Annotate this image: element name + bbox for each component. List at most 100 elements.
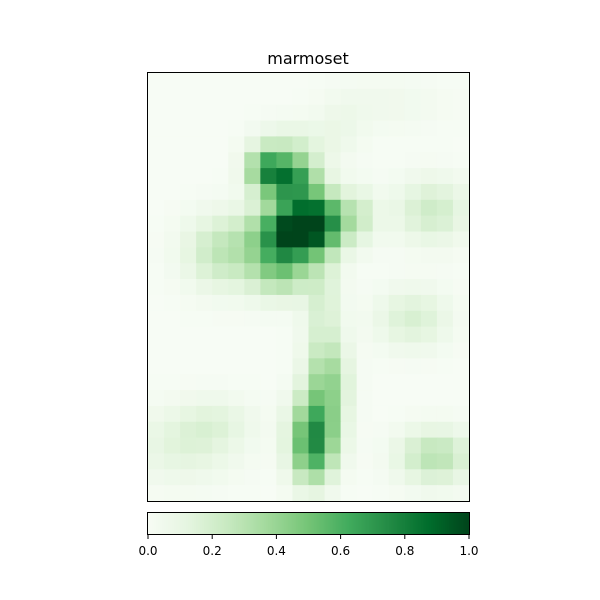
colorbar-step	[292, 513, 296, 534]
heatmap-cell	[452, 168, 470, 185]
heatmap-cell	[244, 342, 261, 359]
heatmap-cell	[356, 421, 374, 439]
heatmap-cell	[436, 88, 454, 106]
colorbar-step	[228, 513, 231, 534]
heatmap-cell	[436, 168, 454, 185]
heatmap-cell	[292, 247, 310, 264]
heatmap-cell	[212, 168, 229, 185]
colorbar-step	[448, 513, 452, 534]
heatmap-cell	[404, 136, 422, 153]
heatmap-cell	[308, 120, 326, 138]
heatmap-cell	[388, 183, 406, 201]
colorbar-step	[366, 513, 370, 534]
heatmap-cell	[324, 199, 342, 217]
colorbar-step	[320, 513, 324, 534]
heatmap-cell	[308, 310, 326, 328]
heatmap-cell	[372, 294, 390, 312]
heatmap-cell	[212, 136, 229, 153]
heatmap-cell	[404, 342, 422, 359]
heatmap-cell	[260, 358, 277, 375]
heatmap-cell	[340, 231, 358, 248]
heatmap-cell	[420, 183, 438, 201]
colorbar-step	[392, 513, 396, 534]
colorbar-step	[158, 513, 161, 534]
heatmap-cell	[388, 310, 406, 328]
heatmap-cell	[228, 421, 245, 439]
colorbar-step	[446, 513, 450, 534]
heatmap-cell	[388, 247, 406, 264]
heatmap-cell	[180, 215, 197, 233]
heatmap-cell	[164, 231, 181, 248]
colorbar-step	[306, 513, 310, 534]
heatmap-cell	[356, 453, 374, 470]
heatmap-cell	[308, 421, 326, 439]
heatmap-cell	[148, 294, 165, 312]
heatmap-cell	[180, 104, 197, 122]
colorbar-step	[404, 513, 408, 534]
heatmap-cell	[260, 183, 277, 201]
heatmap-cell	[452, 183, 470, 201]
heatmap-cell	[404, 231, 422, 248]
colorbar-axis: 0.0 0.2 0.4 0.6 0.8 1.0	[138, 535, 479, 558]
colorbar-step	[338, 513, 342, 534]
heatmap-cell	[228, 310, 245, 328]
heatmap-cell	[324, 437, 342, 455]
heatmap-cell	[404, 405, 422, 423]
heatmap-cell	[260, 215, 277, 233]
colorbar-step	[298, 513, 302, 534]
heatmap-cell	[308, 342, 326, 359]
heatmap-cell	[420, 120, 438, 138]
heatmap-cell	[324, 152, 342, 169]
heatmap-cell	[420, 199, 438, 217]
heatmap-cell	[292, 342, 310, 359]
colorbar-step	[396, 513, 400, 534]
heatmap-cell	[324, 231, 342, 248]
heatmap-cell	[308, 485, 326, 502]
heatmap-cell	[372, 310, 390, 328]
heatmap-cell	[324, 88, 342, 106]
heatmap-cell	[212, 247, 229, 264]
colorbar-step	[352, 513, 356, 534]
heatmap-cell	[452, 104, 470, 122]
colorbar-step	[402, 513, 406, 534]
heatmap-cell	[148, 73, 165, 90]
heatmap-cell	[148, 247, 165, 264]
heatmap-cell	[228, 374, 245, 391]
heatmap-cell	[244, 310, 261, 328]
heatmap-cell	[356, 263, 374, 280]
colorbar-step	[350, 513, 354, 534]
heatmap-cell	[148, 104, 165, 122]
colorbar-tick-label: 0.0	[138, 544, 157, 558]
heatmap-cell	[292, 358, 310, 375]
heatmap-cell	[228, 326, 245, 344]
heatmap-cell	[404, 279, 422, 296]
colorbar-step	[154, 513, 157, 534]
heatmap-cell	[228, 104, 245, 122]
heatmap-cell	[388, 294, 406, 312]
heatmap-cell	[324, 183, 342, 201]
heatmap-cell	[196, 183, 213, 201]
heatmap-cell	[276, 215, 294, 233]
heatmap-cell	[228, 263, 245, 280]
heatmap-cell	[340, 73, 358, 90]
colorbar-step	[346, 513, 350, 534]
heatmap-cell	[404, 73, 422, 90]
heatmap-cell	[212, 310, 229, 328]
heatmap-cell	[260, 310, 277, 328]
heatmap-cell	[292, 231, 310, 248]
colorbar-step	[426, 513, 430, 534]
heatmap-cell	[180, 183, 197, 201]
heatmap-cell	[148, 168, 165, 185]
colorbar-step	[432, 513, 436, 534]
heatmap-cell	[212, 469, 229, 486]
heatmap-cell	[308, 326, 326, 344]
colorbar-step	[192, 513, 195, 534]
heatmap-cell	[276, 104, 294, 122]
heatmap-cell	[436, 73, 454, 90]
heatmap-cell	[276, 73, 294, 90]
heatmap-cell	[148, 485, 165, 502]
heatmap-cell	[340, 421, 358, 439]
heatmap-cell	[276, 263, 294, 280]
colorbar-step	[276, 513, 280, 534]
heatmap-cell	[452, 199, 470, 217]
